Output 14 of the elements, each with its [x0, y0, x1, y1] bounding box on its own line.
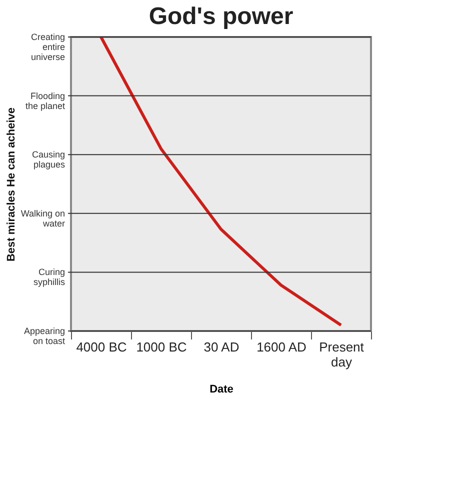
x-tick-label: 1600 AD — [256, 340, 306, 354]
x-tick-label: Present day — [319, 340, 364, 370]
y-axis-title: Best miracles He can acheive — [6, 107, 18, 262]
ref-line-label: Causing plagues — [32, 150, 66, 170]
x-tick-label: 1000 BC — [136, 340, 187, 354]
x-tick-label: 30 AD — [204, 340, 240, 354]
ref-line-label: Walking on water — [20, 208, 65, 228]
ref-line-label: Creating entire universe — [30, 32, 65, 62]
x-axis-title: Date — [210, 384, 234, 396]
ref-line-label: Appearing on toast — [24, 326, 66, 346]
x-tick-label: 4000 BC — [76, 340, 127, 354]
ref-line-label: Curing syphillis — [33, 267, 66, 288]
ref-line-label: Flooding the planet — [25, 90, 66, 111]
chart-title: God's power — [148, 3, 294, 30]
